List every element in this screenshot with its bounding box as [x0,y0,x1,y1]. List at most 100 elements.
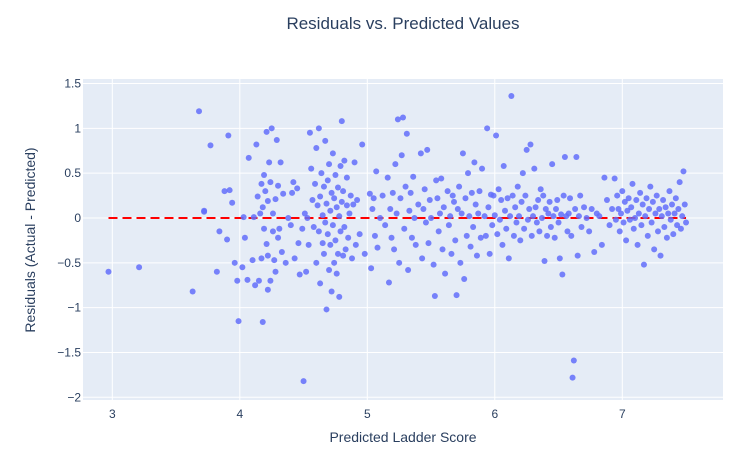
data-point [470,223,477,230]
data-point [352,241,359,248]
data-point [463,232,470,239]
x-tick-label: 5 [364,407,371,421]
data-point [603,197,610,204]
data-point [465,170,472,177]
data-point [273,136,280,143]
data-point [271,257,278,264]
data-point [531,165,538,172]
data-point [269,228,276,235]
data-point [259,204,266,211]
y-tick-label: 1.5 [64,76,81,90]
data-point [343,174,350,181]
data-point [231,259,238,266]
data-point [276,225,283,232]
data-point [417,150,424,157]
data-point [481,213,488,220]
data-point [299,225,306,232]
data-point [635,210,642,217]
data-point [549,161,556,168]
data-point [479,165,486,172]
data-point [448,250,455,257]
data-point [620,219,627,226]
data-point [305,241,312,248]
data-point [434,195,441,202]
data-point [433,177,440,184]
data-point [559,271,566,278]
data-point [484,125,491,132]
data-point [649,198,656,205]
data-point [505,255,512,262]
y-tick-label: 1 [74,121,81,135]
data-point [323,200,330,207]
data-point [287,222,294,229]
data-point [361,250,368,257]
data-point [629,180,636,187]
data-point [282,259,289,266]
data-point [259,318,266,325]
data-point [658,213,665,220]
data-point [523,146,530,153]
data-point [485,204,492,211]
data-point [503,225,510,232]
data-point [647,183,654,190]
data-point [476,188,483,195]
y-tick-label: −2 [67,390,81,404]
data-point [336,213,343,220]
data-point [662,204,669,211]
data-point [435,228,442,235]
data-point [528,232,535,239]
data-point [596,213,603,220]
data-point [453,292,460,299]
data-point [458,210,465,217]
data-point [382,222,389,229]
data-point [328,288,335,295]
data-point [402,183,409,190]
data-point [320,250,327,257]
data-point [653,192,660,199]
data-point [581,204,588,211]
data-point [457,259,464,266]
data-point [312,180,319,187]
data-point [625,195,632,202]
data-point [611,175,618,182]
data-point [500,162,507,169]
data-point [660,197,667,204]
x-tick-label: 3 [109,407,116,421]
x-tick-label: 6 [491,407,498,421]
data-point [403,130,410,137]
data-point [621,198,628,205]
data-point [326,161,333,168]
data-point [472,201,479,208]
data-point [322,219,329,226]
data-point [264,252,271,259]
data-point [450,198,457,205]
data-point [329,150,336,157]
data-point [575,213,582,220]
data-point [406,207,413,214]
data-point [272,196,279,203]
data-point [342,246,349,253]
data-point [546,198,553,205]
data-point [530,213,537,220]
data-point [324,177,331,184]
data-point [677,225,684,232]
y-tick-label: −0.5 [57,256,81,270]
data-point [674,222,681,229]
data-point [573,154,580,161]
data-point [623,237,630,244]
data-point [389,189,396,196]
data-point [467,243,474,250]
data-point [343,202,350,209]
data-point [459,150,466,157]
data-point [327,207,334,214]
data-point [554,197,561,204]
data-point [337,228,344,235]
y-tick-label: −1 [67,301,81,315]
data-point [630,225,637,232]
data-point [643,195,650,202]
data-point [496,216,503,223]
data-point [442,270,449,277]
data-point [346,210,353,217]
data-point [672,195,679,202]
